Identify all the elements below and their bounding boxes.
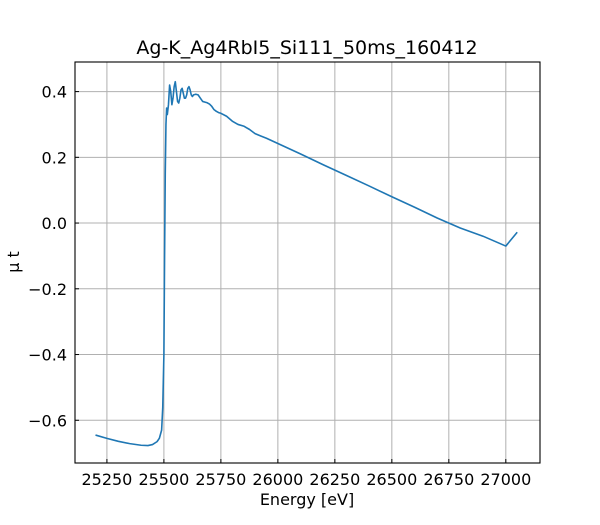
- series-line-0: [95, 80, 518, 447]
- chart-title: Ag-K_Ag4RbI5_Si111_50ms_160412: [136, 37, 477, 59]
- x-tick-label: 25500: [138, 470, 189, 489]
- y-tick-label: 0.2: [42, 148, 67, 167]
- x-tick-label: 25250: [81, 470, 132, 489]
- y-axis-label: μ t: [4, 251, 23, 273]
- x-tick-label: 27000: [480, 470, 531, 489]
- y-tick-label: 0.0: [42, 214, 67, 233]
- x-axis-label: Energy [eV]: [260, 490, 354, 509]
- y-tick-label: 0.4: [42, 83, 67, 102]
- y-tick-label: −0.2: [28, 280, 67, 299]
- x-tick-label: 26000: [252, 470, 303, 489]
- x-tick-label: 26250: [309, 470, 360, 489]
- x-tick-label: 25750: [195, 470, 246, 489]
- grid-layer: [75, 62, 540, 463]
- y-tick-label: −0.6: [28, 411, 67, 430]
- plot-frame: [74, 61, 541, 464]
- y-tick-label: −0.4: [28, 346, 67, 365]
- series-layer: [95, 80, 518, 447]
- tick-layer: 25250 25500 25750 26000 26250 26500 26750 27000…: [28, 83, 531, 489]
- x-tick-label: 26750: [423, 470, 474, 489]
- x-tick-label: 26500: [366, 470, 417, 489]
